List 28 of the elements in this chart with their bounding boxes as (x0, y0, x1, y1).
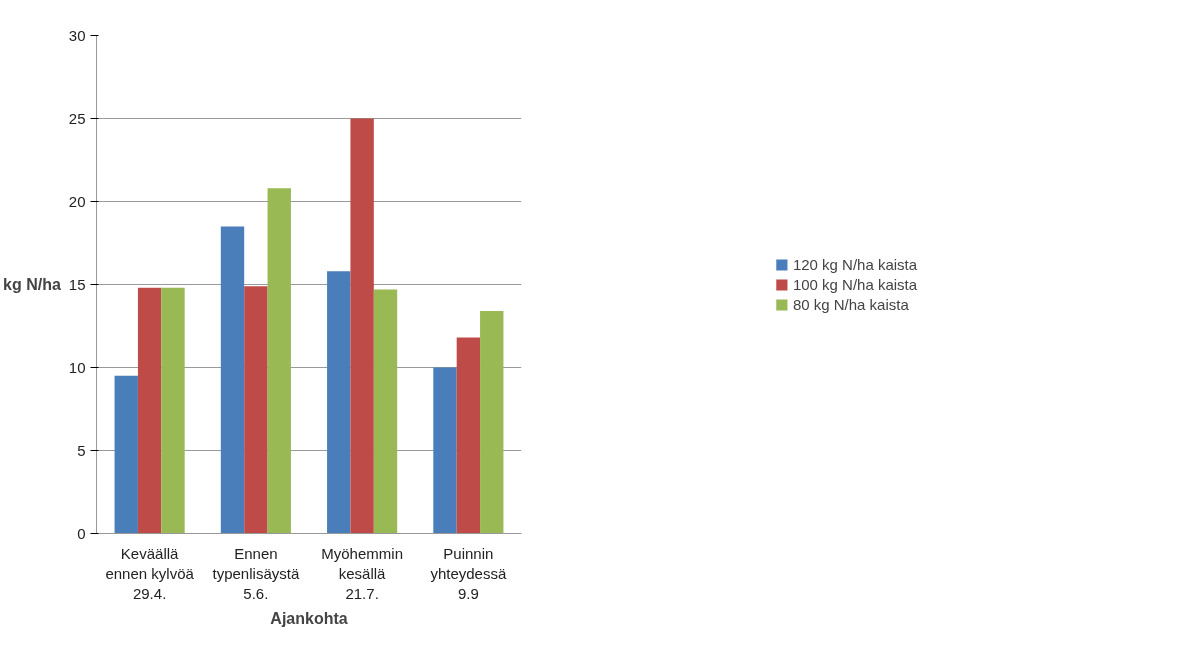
legend-label: 80 kg N/ha kaista (792, 295, 909, 313)
bar (456, 337, 481, 534)
bar (114, 375, 138, 534)
bar (244, 286, 268, 534)
bar (327, 271, 351, 534)
bar (433, 367, 457, 534)
bar (350, 118, 374, 534)
x-tick-label: Keväällä ennen kylvöä 29.4. (105, 544, 195, 603)
y-tick-label: 15 (68, 275, 86, 293)
legend-label: 100 kg N/ha kaista (792, 275, 918, 293)
legend-label: 120 kg N/ha kaista (792, 255, 918, 273)
bar (137, 287, 162, 534)
y-axis-title: kg N/ha (3, 276, 61, 293)
x-tick-label: Puinnin yhteydessä 9.9 (430, 544, 507, 603)
y-tick-label: 5 (77, 441, 86, 459)
bar (267, 188, 291, 534)
bar (220, 226, 245, 534)
y-tick-label: 10 (68, 358, 86, 376)
y-tick-label: 0 (77, 524, 86, 542)
y-tick-label: 30 (68, 26, 86, 44)
x-tick-label: Ennen typenlisäystä 5.6. (212, 544, 300, 603)
bar (480, 311, 504, 534)
bar (161, 287, 185, 534)
x-tick-label: Myöhemmin kesällä 21.7. (321, 544, 403, 603)
y-tick-label: 25 (68, 109, 86, 127)
x-axis-title: Ajankohta (270, 610, 348, 628)
bar (373, 289, 398, 534)
y-tick-label: 20 (68, 192, 86, 210)
